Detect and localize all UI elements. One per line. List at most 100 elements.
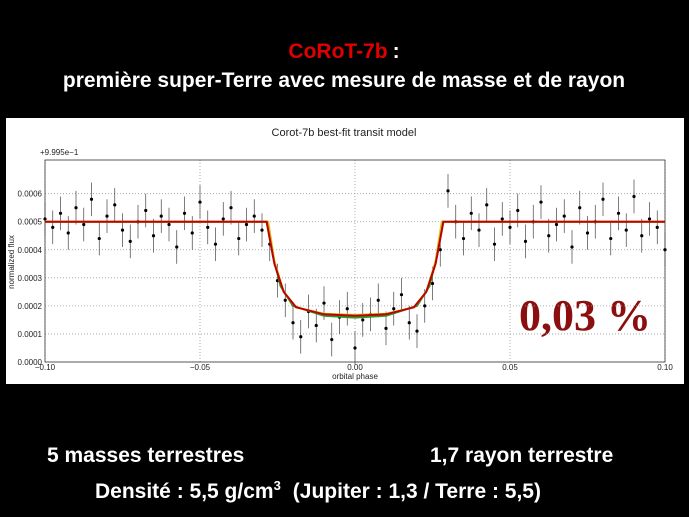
data-point [237, 236, 241, 241]
data-point [640, 234, 644, 238]
mass: 5 masses terrestres [47, 444, 244, 467]
data-point [376, 298, 380, 302]
data-point [82, 222, 86, 227]
data-point [51, 225, 55, 229]
data-point [151, 234, 156, 238]
data-point [663, 248, 667, 252]
data-point [570, 245, 574, 249]
data-point [508, 225, 512, 229]
data-point [159, 214, 163, 218]
density-text: Densité : 5,5 g/cm [95, 480, 274, 503]
chart-background [6, 118, 684, 384]
data-point [438, 248, 442, 252]
data-point [469, 211, 473, 215]
data-point [322, 301, 326, 305]
slide-subtitle: première super-Terre avec mesure de mass… [63, 69, 625, 92]
data-point [291, 321, 295, 325]
data-point [647, 217, 652, 221]
data-point [516, 208, 520, 213]
data-point [283, 298, 287, 302]
data-point [523, 239, 528, 243]
data-point [190, 231, 194, 235]
model-line [45, 220, 665, 317]
data-point [492, 242, 497, 246]
y-axis-label: normalized flux [7, 235, 16, 289]
data-point [175, 245, 179, 249]
data-point [198, 200, 202, 204]
data-point [182, 211, 187, 215]
y-tick-label: 0.0003 [18, 274, 43, 283]
data-point [213, 242, 218, 246]
data-point [144, 208, 148, 213]
data-point [547, 234, 551, 238]
data-point [585, 231, 590, 235]
x-tick-label: 0.10 [657, 363, 673, 372]
y-tick-label: 0.0005 [18, 218, 43, 227]
data-point [260, 228, 264, 232]
planet-name: CoRoT-7b [288, 40, 387, 63]
data-point [384, 326, 388, 330]
data-point [244, 222, 249, 227]
data-point [89, 197, 94, 201]
data-point [58, 211, 63, 215]
data-point [43, 217, 47, 221]
data-point [392, 307, 396, 311]
data-point [461, 236, 466, 241]
data-point [221, 217, 225, 221]
data-point [345, 307, 349, 311]
data-point [361, 318, 365, 322]
y-offset-label: +9.995e−1 [40, 148, 79, 157]
data-point [655, 225, 659, 229]
data-point [229, 206, 233, 210]
x-tick-label: −0.10 [35, 363, 56, 372]
title-colon: : [393, 40, 400, 63]
data-point [314, 323, 318, 328]
y-tick-label: 0.0002 [18, 302, 43, 311]
data-point [485, 203, 489, 207]
data-point [632, 194, 636, 199]
x-tick-label: 0.05 [502, 363, 518, 372]
data-point [423, 304, 427, 308]
data-point [97, 236, 101, 241]
data-point [120, 228, 125, 232]
data-point [539, 200, 543, 204]
annotation: 0,03 % [519, 291, 651, 340]
x-tick-label: −0.05 [190, 363, 211, 372]
slide-title: CoRoT-7b: [288, 40, 399, 63]
data-point [113, 203, 117, 207]
data-point [554, 222, 559, 227]
radius: 1,7 rayon terrestre [430, 444, 613, 467]
data-point [624, 228, 628, 232]
data-point [206, 225, 210, 229]
data-point [128, 239, 132, 243]
y-tick-label: 0.0004 [18, 246, 43, 255]
density-compare: (Jupiter : 1,3 / Terre : 5,5) [293, 480, 541, 503]
data-point [105, 214, 109, 218]
data-point [299, 335, 303, 339]
data-point [446, 189, 450, 193]
x-tick-label: 0.00 [347, 363, 363, 372]
y-tick-label: 0.0006 [18, 190, 43, 199]
data-point [562, 214, 566, 218]
data-point [353, 346, 357, 350]
data-point [578, 206, 582, 210]
data-point [66, 231, 70, 235]
data-point [415, 329, 419, 333]
data-point [609, 236, 613, 241]
data-point [616, 211, 621, 215]
density-exponent: 3 [274, 478, 281, 493]
chart-title: Corot-7b best-fit transit model [272, 127, 417, 139]
plot: 0.0000 0.0001 0.0002 0.0003 0.0004 0.0005 0.00… [18, 159, 673, 372]
density: Densité : 5,5 g/cm3 (Jupiter : 1,3 / Terr… [95, 478, 541, 503]
data-point [167, 222, 171, 227]
data-point [407, 321, 411, 325]
data-point [399, 293, 404, 297]
data-point [601, 197, 605, 201]
y-tick-label: 0.0000 [18, 358, 43, 367]
data-point [74, 206, 78, 210]
data-point [252, 214, 256, 218]
y-tick-label: 0.0001 [18, 330, 43, 339]
data-point [500, 217, 504, 221]
data-point [330, 337, 334, 342]
